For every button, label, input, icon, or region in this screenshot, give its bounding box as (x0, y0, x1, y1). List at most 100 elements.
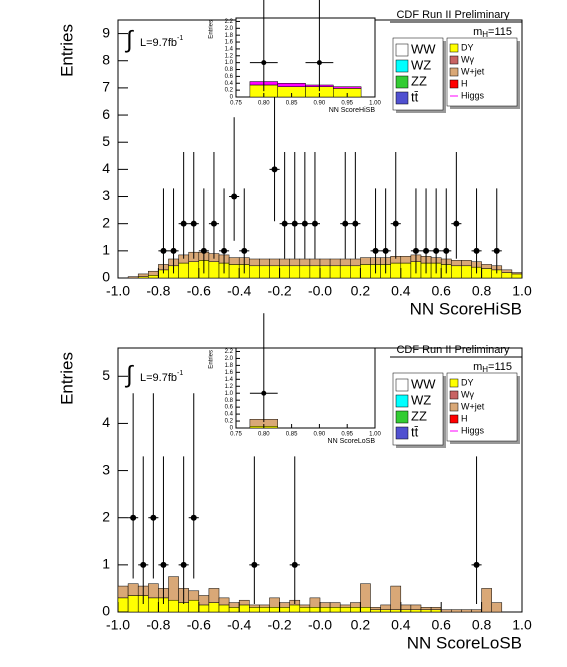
histogram-bar (400, 256, 412, 264)
histogram-bar (228, 607, 240, 613)
y-tick-label: 2.2 (225, 19, 234, 25)
histogram-bar (451, 609, 462, 613)
histogram-bar (289, 604, 301, 613)
y-axis-label: Entries (57, 352, 76, 405)
histogram-bar (309, 265, 321, 279)
histogram-bar (279, 607, 290, 613)
y-tick-label: 0.4 (225, 412, 234, 418)
y-tick-label: 3 (102, 461, 110, 477)
y-tick-label: 0.8 (225, 67, 234, 73)
histogram-bar (390, 609, 402, 613)
legend-label: WZ (411, 57, 431, 72)
histogram-bar (350, 258, 361, 267)
histogram-bar (360, 607, 371, 613)
histogram-bar (451, 265, 462, 279)
histogram-bar (299, 607, 311, 613)
histogram-bar (511, 273, 523, 279)
histogram-bar (410, 604, 422, 610)
x-tick-label: -0.6 (187, 617, 211, 633)
histogram-bar (279, 602, 290, 608)
histogram-bar (339, 258, 351, 267)
histogram-bar (309, 597, 321, 608)
histogram-bar (491, 602, 503, 613)
lumi-symbol: ∫ (124, 26, 134, 53)
data-point (352, 220, 359, 227)
histogram-bar (440, 609, 452, 613)
histogram-bar (117, 597, 129, 613)
x-tick-label: -0.8 (146, 283, 170, 299)
histogram-bar (461, 260, 472, 267)
histogram-bar (299, 604, 311, 608)
histogram-bar (451, 260, 462, 267)
y-tick-label: 2 (102, 214, 110, 230)
histogram-bar (249, 607, 260, 613)
data-point (160, 561, 167, 568)
x-tick-label: -0.8 (146, 617, 170, 633)
histogram-bar (461, 265, 472, 279)
data-point (200, 247, 207, 254)
histogram-bar (309, 607, 321, 613)
histogram-bar (249, 265, 260, 279)
y-tick-label: 3 (102, 187, 110, 203)
histogram-bar (329, 607, 341, 613)
x-axis-label: NN ScoreLoSB (328, 438, 376, 445)
data-point (316, 60, 322, 66)
mass-sub: H (482, 30, 488, 39)
histogram-bar (279, 265, 290, 279)
y-tick-label: 1 (102, 556, 110, 572)
legend-label: H (461, 413, 468, 423)
histogram-bar (228, 602, 240, 608)
mass-label: mH=115 (473, 26, 512, 39)
histogram-bar (309, 258, 321, 267)
legend-label: WW (411, 41, 436, 56)
lumi-label: L=9.7fb-1 (140, 370, 183, 384)
histogram-bar (339, 604, 351, 608)
histogram-bar (188, 590, 200, 601)
y-tick-label: 4 (102, 414, 110, 430)
legend-label: W+jet (461, 66, 485, 76)
data-point (392, 220, 399, 227)
legend-label: ZZ (411, 73, 427, 88)
histogram-bar (228, 257, 240, 265)
histogram-bar (481, 268, 492, 279)
x-tick-label: 0.95 (341, 101, 353, 107)
data-point (453, 220, 460, 227)
histogram-bar (117, 585, 129, 599)
histogram-bar (319, 607, 331, 613)
legend-swatch (395, 410, 409, 424)
x-tick-label: 0.90 (314, 432, 326, 438)
y-tick-label: 0.2 (225, 88, 234, 94)
histogram-bar (319, 602, 331, 608)
histogram-bar (511, 272, 523, 275)
y-tick-label: 1.2 (225, 384, 234, 390)
legend-label: W+jet (461, 401, 485, 411)
mass-main: m (473, 26, 482, 38)
histogram-bar (259, 258, 270, 267)
histogram-bar (400, 604, 412, 610)
legend-label: WW (411, 376, 436, 391)
x-tick-label: -0.4 (227, 617, 251, 633)
histogram-bar (360, 583, 371, 608)
histogram-bar (339, 607, 351, 613)
histogram-bar (269, 265, 280, 279)
histogram-bar (390, 262, 402, 279)
legend-label: DY (461, 42, 474, 52)
data-point (271, 166, 278, 173)
legend-label: H (461, 78, 468, 88)
legend-swatch (449, 414, 459, 424)
histogram-bar (420, 609, 432, 613)
histogram-bar (259, 604, 270, 608)
data-point (261, 390, 267, 396)
legend-box (446, 372, 518, 442)
histogram-bar (198, 604, 210, 613)
histogram-bar (137, 273, 149, 277)
histogram-bar (350, 607, 361, 613)
x-tick-label: -0.2 (268, 617, 292, 633)
legend-swatch (449, 402, 459, 412)
plot-frame (235, 347, 376, 429)
x-tick-label: 1.0 (512, 283, 532, 299)
data-point (160, 247, 167, 254)
histogram-bar (259, 265, 270, 279)
y-tick-label: 5 (102, 367, 110, 383)
